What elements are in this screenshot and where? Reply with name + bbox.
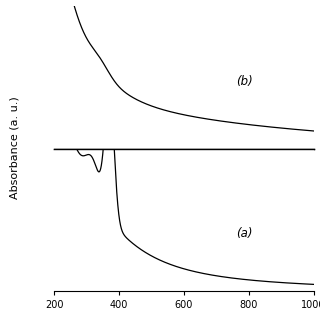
Text: (a): (a)	[236, 227, 252, 240]
Text: (b): (b)	[236, 75, 252, 88]
Text: Absorbance (a. u.): Absorbance (a. u.)	[10, 96, 20, 199]
